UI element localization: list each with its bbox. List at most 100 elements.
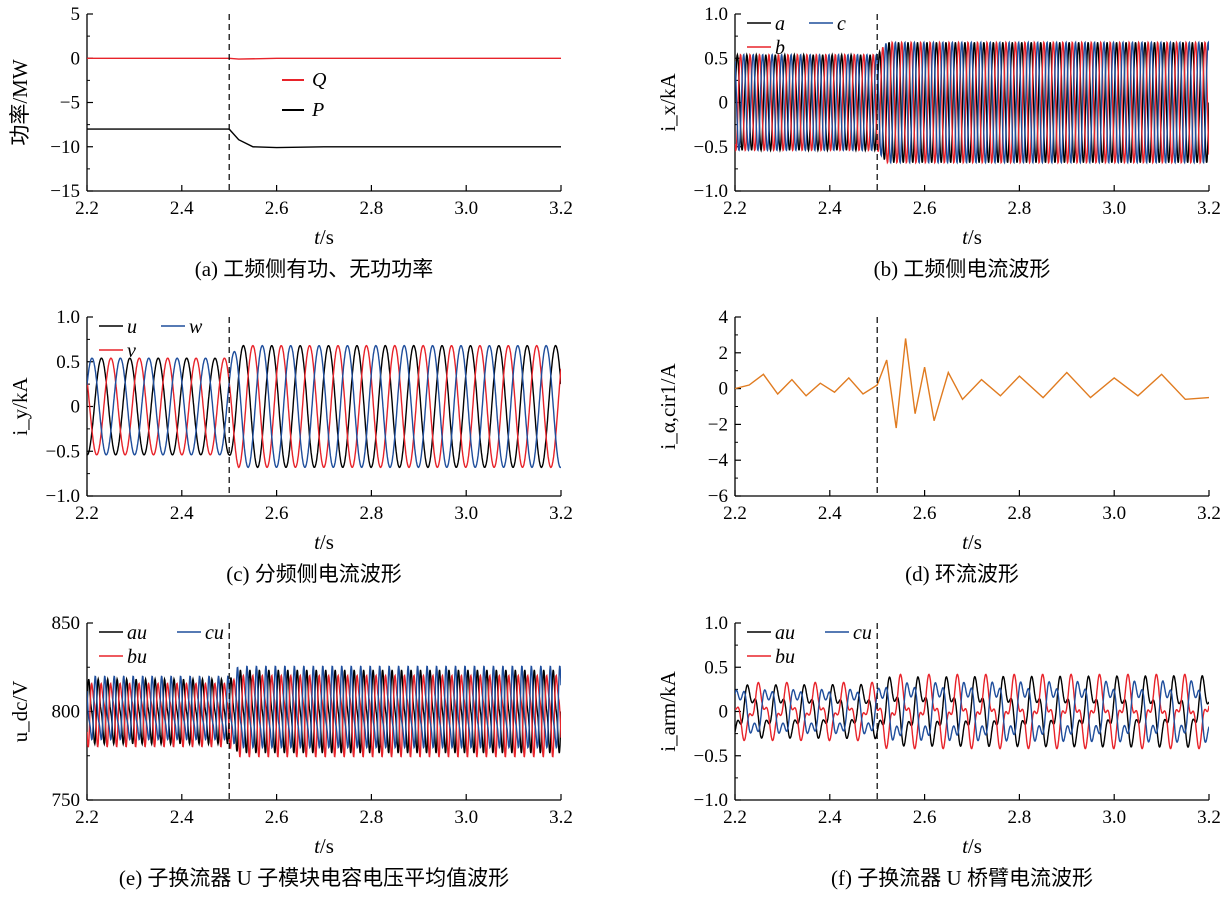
y-tick-label: 0.5 xyxy=(704,657,728,678)
y-tick-label: −1.0 xyxy=(694,181,728,202)
x-tick-label: 3.0 xyxy=(1102,198,1126,219)
panel-caption: (d) 环流波形 xyxy=(905,562,1019,586)
x-tick-label: 2.8 xyxy=(1008,807,1032,828)
legend-label: bu xyxy=(127,646,147,668)
x-tick-label: 3.0 xyxy=(454,503,478,524)
panel-caption: (f) 子换流器 U 桥臂电流波形 xyxy=(831,866,1093,890)
panel-d: 2.2 2.4 2.6 2.8 3.0 3.2 t/s 4 2 0 −2 −4 −6 i_α,cir1/A… xyxy=(656,307,1221,586)
x-axis-unit: /s xyxy=(320,834,334,858)
x-axis-label: t/s xyxy=(314,530,334,554)
legend-label: au xyxy=(127,622,147,644)
series-group xyxy=(87,344,561,469)
legend-label: u xyxy=(127,316,137,338)
series-line-cu xyxy=(735,680,1209,743)
y-tick-label: 2 xyxy=(719,343,729,364)
legend-label: bu xyxy=(775,646,795,668)
x-tick-label: 2.4 xyxy=(818,503,842,524)
y-tick-label: 0.5 xyxy=(56,352,80,373)
x-axis-label: t/s xyxy=(962,225,982,249)
y-tick-label: 0 xyxy=(719,379,729,400)
y-tick-label: 850 xyxy=(52,613,81,634)
x-tick-label: 3.2 xyxy=(549,807,573,828)
legend-label: b xyxy=(775,37,785,59)
panel-e: 2.2 2.4 2.6 2.8 3.0 3.2 t/s 850 800 750 u_dc/V (e) … xyxy=(8,613,573,890)
series-group xyxy=(87,665,561,758)
series-line-a xyxy=(735,42,1209,163)
panel-caption: (b) 工频侧电流波形 xyxy=(874,257,1051,281)
y-tick-label: 1.0 xyxy=(704,4,728,25)
x-axis-unit: /s xyxy=(320,225,334,249)
x-tick-label: 2.4 xyxy=(818,807,842,828)
x-tick-label: 3.0 xyxy=(1102,503,1126,524)
y-tick-label: 0 xyxy=(71,397,81,418)
y-tick-label: −0.5 xyxy=(694,137,728,158)
series-group xyxy=(735,40,1209,165)
y-axis-label: 功率/MW xyxy=(8,59,32,146)
x-axis-unit: /s xyxy=(968,225,982,249)
series-line-P xyxy=(87,128,561,149)
x-tick-label: 2.8 xyxy=(360,807,384,828)
y-tick-label: 0 xyxy=(719,93,729,114)
y-axis-label: i_α,cir1/A xyxy=(656,363,680,450)
legend-label: cu xyxy=(853,622,872,644)
y-tick-label: −0.5 xyxy=(694,746,728,767)
x-tick-label: 3.2 xyxy=(549,198,573,219)
y-tick-label: −10 xyxy=(50,137,80,158)
x-tick-label: 3.0 xyxy=(454,807,478,828)
series-line-c xyxy=(735,40,1209,165)
x-axis-var: t xyxy=(314,834,321,858)
panel-c: 2.2 2.4 2.6 2.8 3.0 3.2 t/s 1.0 0.5 0 −0.5 −1.0 i_y/… xyxy=(8,307,573,586)
x-tick-label: 2.2 xyxy=(75,807,99,828)
y-axis-label: i_arm/kA xyxy=(656,670,680,751)
x-tick-label: 3.2 xyxy=(1197,503,1221,524)
x-axis-var: t xyxy=(962,225,969,249)
y-tick-label: 5 xyxy=(71,4,81,25)
series-group xyxy=(735,338,1209,429)
x-axis-label: t/s xyxy=(962,530,982,554)
series-line-Q xyxy=(87,57,561,60)
x-tick-label: 2.8 xyxy=(360,503,384,524)
y-tick-label: −15 xyxy=(50,181,80,202)
series-line-b xyxy=(735,40,1209,165)
x-axis-var: t xyxy=(314,225,321,249)
x-tick-label: 2.2 xyxy=(723,198,747,219)
x-tick-label: 2.4 xyxy=(818,198,842,219)
x-tick-label: 2.6 xyxy=(913,198,937,219)
x-tick-label: 2.6 xyxy=(265,807,289,828)
x-tick-label: 2.8 xyxy=(1008,198,1032,219)
legend-label: w xyxy=(189,316,203,338)
y-axis-label: i_x/kA xyxy=(656,73,680,132)
series-line-current xyxy=(735,338,1209,429)
x-tick-label: 2.8 xyxy=(1008,503,1032,524)
x-tick-label: 2.6 xyxy=(265,198,289,219)
y-tick-label: −1.0 xyxy=(46,486,80,507)
series-line-w xyxy=(87,344,561,469)
y-tick-label: 0 xyxy=(71,48,81,69)
series-line-bu xyxy=(735,673,1209,750)
x-tick-label: 3.2 xyxy=(1197,198,1221,219)
y-tick-label: 0.5 xyxy=(704,48,728,69)
x-axis-var: t xyxy=(962,530,969,554)
x-tick-label: 2.2 xyxy=(723,807,747,828)
y-tick-label: −0.5 xyxy=(46,441,80,462)
panel-b: 2.2 2.4 2.6 2.8 3.0 3.2 t/s 1.0 0.5 0 −0.5 −1.0 i_x/… xyxy=(656,4,1221,281)
series-line-cu xyxy=(87,665,561,750)
x-tick-label: 2.4 xyxy=(170,807,194,828)
series-line-v xyxy=(87,344,561,469)
x-tick-label: 2.6 xyxy=(913,503,937,524)
y-tick-label: 800 xyxy=(52,702,81,723)
panel-a: 2.2 2.4 2.6 2.8 3.0 3.2 t/s 5 0 −5 −10 −15 功率/MW (a) … xyxy=(8,4,573,281)
y-tick-label: 1.0 xyxy=(56,307,80,328)
panel-caption: (c) 分频侧电流波形 xyxy=(226,562,402,586)
x-tick-label: 2.8 xyxy=(360,198,384,219)
x-tick-label: 2.2 xyxy=(75,503,99,524)
x-axis-label: t/s xyxy=(314,225,334,249)
legend-label: P xyxy=(311,99,324,121)
x-axis-unit: /s xyxy=(320,530,334,554)
x-axis-label: t/s xyxy=(314,834,334,858)
y-tick-label: 1.0 xyxy=(704,613,728,634)
y-tick-label: −1.0 xyxy=(694,790,728,811)
x-tick-label: 2.4 xyxy=(170,198,194,219)
panel-caption: (e) 子换流器 U 子模块电容电压平均值波形 xyxy=(119,866,509,890)
